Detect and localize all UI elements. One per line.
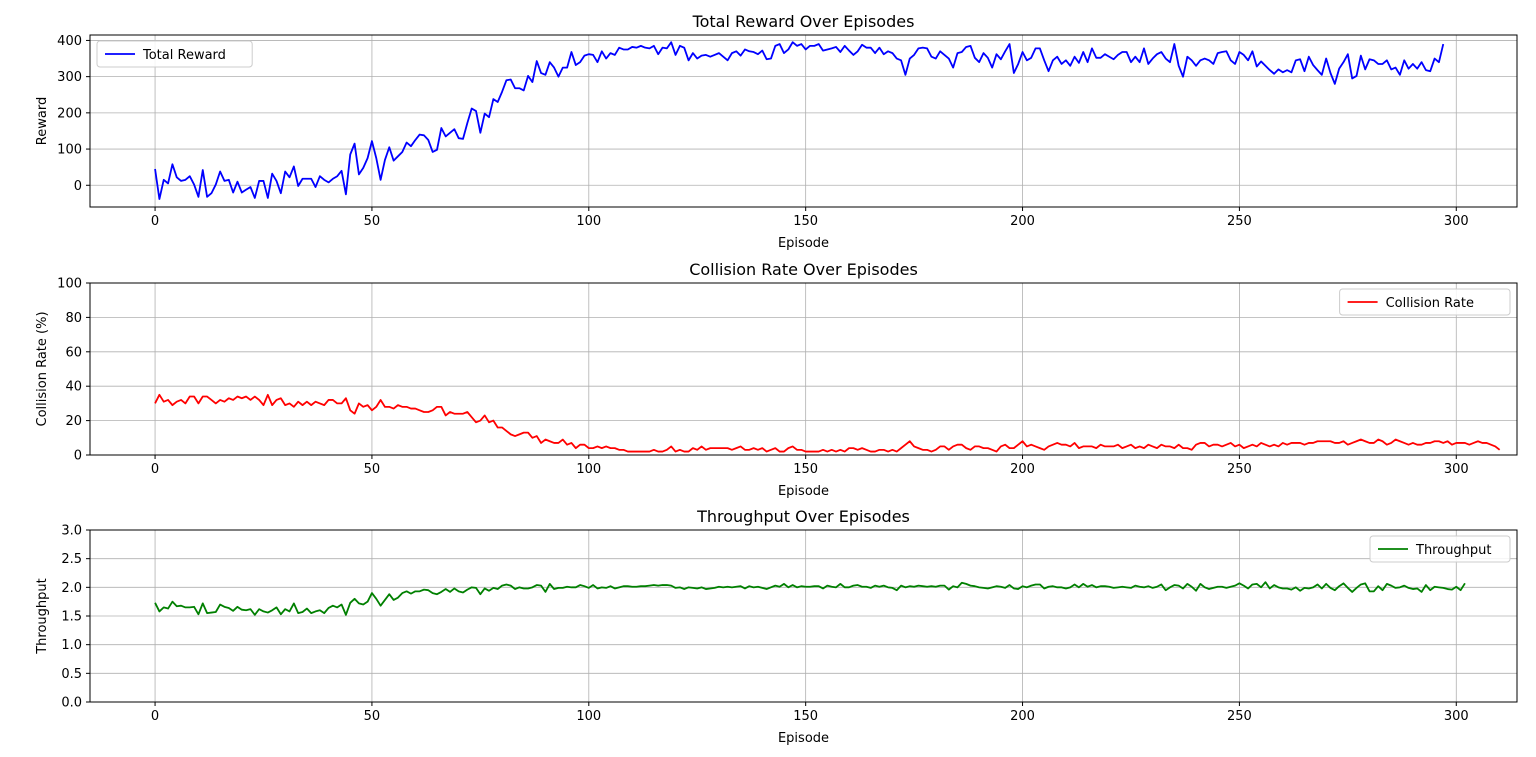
y-axis-label: Collision Rate (%) <box>35 311 50 426</box>
y-tick-label: 40 <box>65 380 82 395</box>
y-tick-label: 20 <box>65 414 82 429</box>
x-tick-label: 250 <box>1227 214 1252 229</box>
legend-label: Throughput <box>1415 543 1492 558</box>
x-tick-label: 100 <box>576 462 601 477</box>
y-tick-label: 2.5 <box>61 552 82 567</box>
chart-title: Throughput Over Episodes <box>696 507 910 526</box>
y-tick-label: 300 <box>57 70 82 85</box>
y-tick-label: 3.0 <box>61 524 82 539</box>
x-tick-label: 50 <box>364 462 381 477</box>
legend-label: Total Reward <box>142 48 226 63</box>
chart-panel-3: 0 50 100 150 200 250 300 0.0 0.5 1.0 1.5 2.0 2.5 3.0 T… <box>35 507 1518 746</box>
legend: Collision Rate <box>1339 288 1511 316</box>
y-tick-label: 0 <box>74 179 82 194</box>
x-tick-label: 50 <box>364 709 381 724</box>
y-tick-label: 60 <box>65 345 82 360</box>
chart-panel-1: 0 50 100 150 200 250 300 0 100 200 300 400 Total Rew… <box>35 12 1518 251</box>
y-tick-label: 2.0 <box>61 581 82 596</box>
y-axis-label: Throughput <box>35 578 50 655</box>
y-tick-label: 0.0 <box>61 696 82 711</box>
y-tick-label: 0 <box>74 449 82 464</box>
chart-title: Total Reward Over Episodes <box>692 12 915 31</box>
x-tick-label: 300 <box>1444 214 1469 229</box>
x-tick-label: 200 <box>1010 214 1035 229</box>
series-line-total-reward <box>154 41 1445 200</box>
x-tick-label: 0 <box>151 462 159 477</box>
x-tick-label: 0 <box>151 214 159 229</box>
x-axis-label: Episode <box>778 731 829 746</box>
x-tick-label: 150 <box>793 462 818 477</box>
x-tick-label: 50 <box>364 214 381 229</box>
series-line-collision-rate <box>154 393 1501 453</box>
x-tick-label: 250 <box>1227 462 1252 477</box>
legend: Throughput <box>1369 535 1511 563</box>
legend-label: Collision Rate <box>1386 296 1474 311</box>
legend-box <box>96 40 253 68</box>
x-tick-label: 0 <box>151 709 159 724</box>
axes-frame <box>89 34 1518 208</box>
y-tick-label: 0.5 <box>61 667 82 682</box>
x-tick-label: 300 <box>1444 462 1469 477</box>
x-tick-label: 250 <box>1227 709 1252 724</box>
y-tick-label: 80 <box>65 311 82 326</box>
x-tick-label: 200 <box>1010 709 1035 724</box>
x-tick-label: 100 <box>576 709 601 724</box>
x-tick-label: 300 <box>1444 709 1469 724</box>
legend-box <box>1369 535 1511 563</box>
x-tick-label: 150 <box>793 709 818 724</box>
y-tick-label: 200 <box>57 106 82 121</box>
y-tick-label: 1.5 <box>61 610 82 625</box>
y-tick-label: 100 <box>57 143 82 158</box>
y-axis-label: Reward <box>35 97 50 145</box>
series-line-throughput <box>154 581 1466 616</box>
axes-frame <box>89 282 1518 456</box>
legend-box <box>1339 288 1511 316</box>
legend: Total Reward <box>96 40 253 68</box>
chart-title: Collision Rate Over Episodes <box>689 260 918 279</box>
y-tick-label: 400 <box>57 34 82 49</box>
x-tick-label: 150 <box>793 214 818 229</box>
x-axis-label: Episode <box>778 484 829 499</box>
y-tick-label: 1.0 <box>61 638 82 653</box>
y-tick-label: 100 <box>57 277 82 292</box>
chart-panel-2: 0 50 100 150 200 250 300 0 20 40 60 80 100 Collision … <box>35 260 1518 499</box>
x-axis-label: Episode <box>778 236 829 251</box>
x-tick-label: 100 <box>576 214 601 229</box>
x-tick-label: 200 <box>1010 462 1035 477</box>
